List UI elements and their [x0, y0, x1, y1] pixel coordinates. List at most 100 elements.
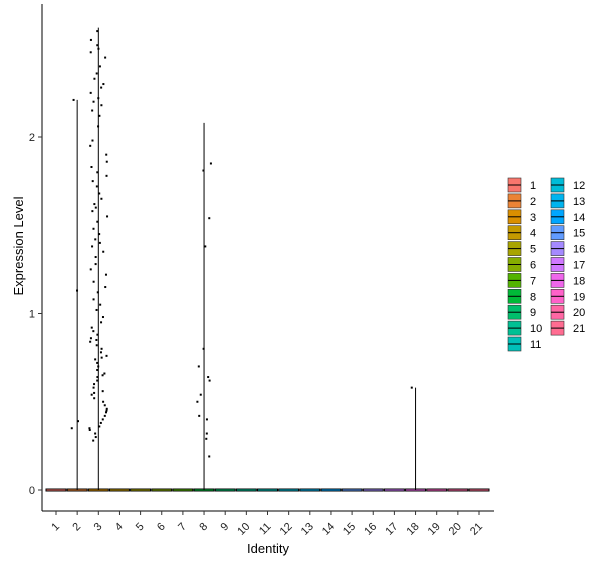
data-point — [93, 77, 96, 80]
data-point — [105, 160, 108, 163]
violin-19 — [426, 488, 448, 492]
data-point — [92, 280, 95, 283]
x-tick-label: 16 — [362, 521, 379, 538]
legend-label: 18 — [573, 275, 585, 287]
x-tick-label: 20 — [447, 521, 464, 538]
legend-label: 8 — [530, 291, 536, 303]
data-point — [88, 428, 91, 431]
data-point — [97, 47, 100, 50]
data-point — [91, 109, 94, 112]
data-point — [92, 439, 95, 442]
data-point — [196, 400, 199, 403]
data-point — [98, 241, 101, 244]
legend-label: 2 — [530, 196, 536, 208]
violin-9 — [214, 488, 236, 492]
data-point — [105, 174, 108, 177]
data-point — [96, 368, 99, 371]
data-point — [105, 409, 108, 412]
data-point — [101, 390, 104, 393]
data-point — [104, 286, 107, 289]
legend-label: 15 — [573, 228, 585, 240]
legend-label: 1 — [530, 180, 536, 192]
data-point — [91, 245, 94, 248]
data-point — [96, 291, 99, 294]
data-point — [90, 166, 93, 169]
data-point — [95, 308, 98, 311]
data-point — [94, 238, 97, 241]
data-point — [96, 30, 99, 33]
legend-label: 21 — [573, 323, 585, 335]
violin-14 — [320, 488, 342, 492]
x-tick-label: 19 — [426, 521, 443, 538]
x-tick-label: 10 — [235, 521, 252, 538]
data-point — [94, 263, 97, 266]
data-point — [202, 347, 205, 350]
data-point — [106, 215, 109, 218]
x-axis-title: Identity — [247, 541, 289, 556]
violin-4 — [108, 488, 130, 492]
legend-label: 17 — [573, 260, 585, 272]
legend-label: 11 — [530, 339, 541, 351]
data-point — [198, 414, 201, 417]
data-point — [100, 104, 103, 107]
y-axis-title: Expression Level — [11, 196, 26, 295]
data-point — [100, 356, 103, 359]
data-point — [98, 192, 101, 195]
x-tick-label: 6 — [155, 521, 168, 534]
data-point — [90, 393, 93, 396]
legend-label: 3 — [530, 212, 536, 224]
data-point — [89, 51, 92, 54]
violin-10 — [235, 488, 257, 492]
data-point — [94, 206, 97, 209]
data-point — [105, 354, 108, 357]
legend-label: 20 — [573, 307, 585, 319]
data-point — [89, 144, 92, 147]
data-point — [207, 376, 210, 379]
y-tick-label: 0 — [29, 485, 35, 497]
data-point — [96, 376, 99, 379]
data-point — [104, 273, 107, 276]
data-point — [91, 180, 94, 183]
violin-21 — [468, 488, 490, 492]
data-point — [97, 125, 100, 128]
data-point — [104, 411, 107, 414]
violin-13 — [299, 488, 321, 492]
x-tick-label: 13 — [299, 521, 316, 538]
data-point — [97, 365, 100, 368]
data-point — [100, 347, 103, 350]
data-point — [97, 97, 100, 100]
x-tick-label: 8 — [197, 521, 210, 534]
data-point — [103, 404, 106, 407]
legend-label: 13 — [573, 196, 585, 208]
legend-label: 4 — [530, 228, 536, 240]
violin-17 — [383, 488, 405, 492]
data-point — [98, 65, 101, 68]
data-point — [93, 203, 96, 206]
data-point — [94, 436, 97, 439]
data-point — [103, 414, 106, 417]
x-tick-label: 3 — [92, 521, 105, 534]
data-point — [98, 114, 101, 117]
data-point — [208, 217, 211, 220]
violin-6 — [151, 488, 173, 492]
data-point — [99, 351, 102, 354]
data-point — [102, 83, 105, 86]
data-point — [95, 185, 98, 188]
data-point — [100, 197, 103, 200]
data-point — [102, 400, 105, 403]
data-point — [72, 98, 75, 101]
data-point — [99, 421, 102, 424]
violin-20 — [447, 488, 469, 492]
data-point — [94, 256, 97, 259]
data-point — [102, 250, 105, 253]
legend-label: 9 — [530, 307, 536, 319]
x-tick-label: 9 — [219, 521, 232, 534]
data-point — [76, 289, 79, 292]
data-point — [88, 427, 91, 430]
data-point — [104, 56, 107, 59]
data-point — [96, 220, 99, 223]
data-point — [89, 268, 92, 271]
y-tick-label: 2 — [29, 132, 35, 144]
data-point — [95, 338, 98, 341]
